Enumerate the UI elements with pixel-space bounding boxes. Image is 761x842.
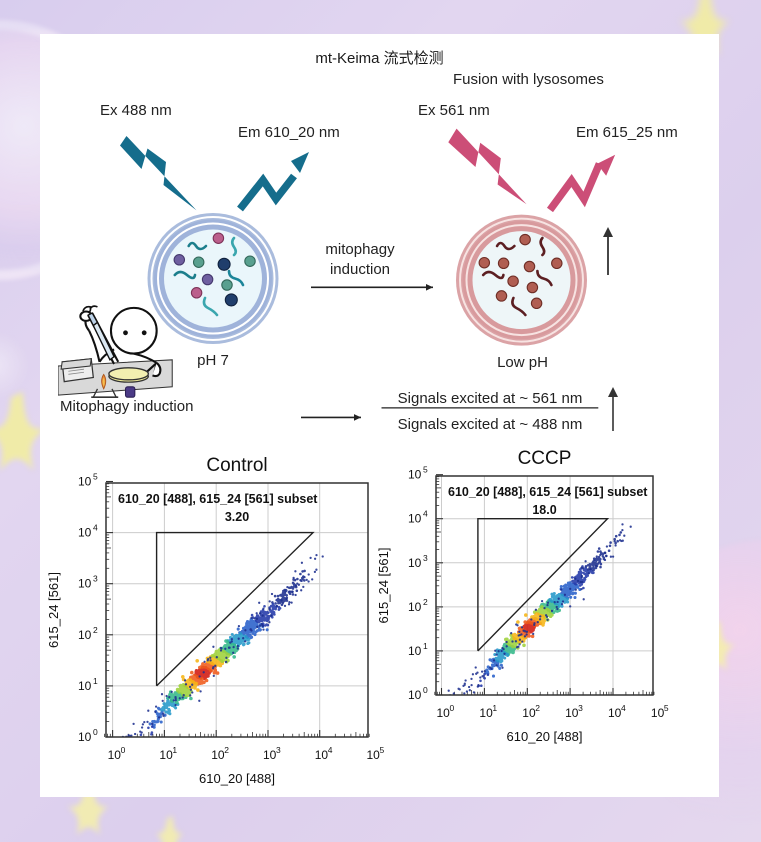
svg-text:3: 3 [423, 553, 428, 563]
svg-text:10: 10 [159, 748, 173, 762]
svg-text:4: 4 [328, 745, 333, 755]
svg-text:CCCP: CCCP [518, 448, 572, 469]
svg-text:10: 10 [78, 526, 92, 540]
svg-text:1: 1 [423, 641, 428, 651]
svg-text:Control: Control [206, 455, 267, 476]
svg-text:5: 5 [93, 472, 98, 482]
svg-text:18.0: 18.0 [532, 503, 556, 517]
svg-text:5: 5 [664, 703, 669, 713]
svg-text:2: 2 [423, 597, 428, 607]
svg-text:3: 3 [93, 574, 98, 584]
svg-text:2: 2 [93, 625, 98, 635]
svg-text:10: 10 [608, 706, 622, 720]
svg-text:615_24 [561]: 615_24 [561] [376, 548, 391, 624]
svg-text:1: 1 [93, 676, 98, 686]
svg-text:3.20: 3.20 [225, 510, 249, 524]
svg-text:10: 10 [408, 512, 422, 526]
svg-text:10: 10 [78, 475, 92, 489]
svg-text:2: 2 [535, 703, 540, 713]
svg-text:2: 2 [224, 745, 229, 755]
svg-text:10: 10 [408, 600, 422, 614]
svg-text:10: 10 [437, 706, 451, 720]
svg-text:1: 1 [172, 745, 177, 755]
svg-text:4: 4 [621, 703, 626, 713]
svg-text:4: 4 [93, 523, 98, 533]
svg-text:3: 3 [578, 703, 583, 713]
svg-text:10: 10 [108, 748, 122, 762]
svg-text:610_20 [488]: 610_20 [488] [199, 771, 275, 786]
svg-text:0: 0 [450, 703, 455, 713]
svg-text:615_24 [561]: 615_24 [561] [46, 572, 61, 648]
svg-text:10: 10 [408, 468, 422, 482]
svg-text:10: 10 [211, 748, 225, 762]
svg-text:10: 10 [367, 748, 381, 762]
svg-text:1: 1 [492, 703, 497, 713]
svg-text:610_20 [488], 615_24 [561] sub: 610_20 [488], 615_24 [561] subset [448, 485, 648, 499]
svg-text:10: 10 [408, 644, 422, 658]
svg-text:610_20 [488], 615_24 [561] sub: 610_20 [488], 615_24 [561] subset [118, 492, 318, 506]
svg-text:4: 4 [423, 509, 428, 519]
svg-text:3: 3 [276, 745, 281, 755]
svg-text:10: 10 [78, 730, 92, 744]
svg-text:610_20 [488]: 610_20 [488] [507, 729, 583, 744]
svg-text:5: 5 [423, 465, 428, 475]
svg-text:10: 10 [78, 577, 92, 591]
svg-text:10: 10 [78, 628, 92, 642]
svg-text:0: 0 [121, 745, 126, 755]
svg-text:10: 10 [479, 706, 493, 720]
svg-text:10: 10 [408, 556, 422, 570]
svg-text:0: 0 [423, 685, 428, 695]
svg-text:10: 10 [315, 748, 329, 762]
svg-text:5: 5 [380, 745, 385, 755]
svg-text:10: 10 [522, 706, 536, 720]
svg-text:10: 10 [408, 688, 422, 702]
svg-text:10: 10 [263, 748, 277, 762]
svg-text:10: 10 [78, 679, 92, 693]
svg-text:0: 0 [93, 727, 98, 737]
svg-text:10: 10 [651, 706, 665, 720]
svg-text:10: 10 [565, 706, 579, 720]
